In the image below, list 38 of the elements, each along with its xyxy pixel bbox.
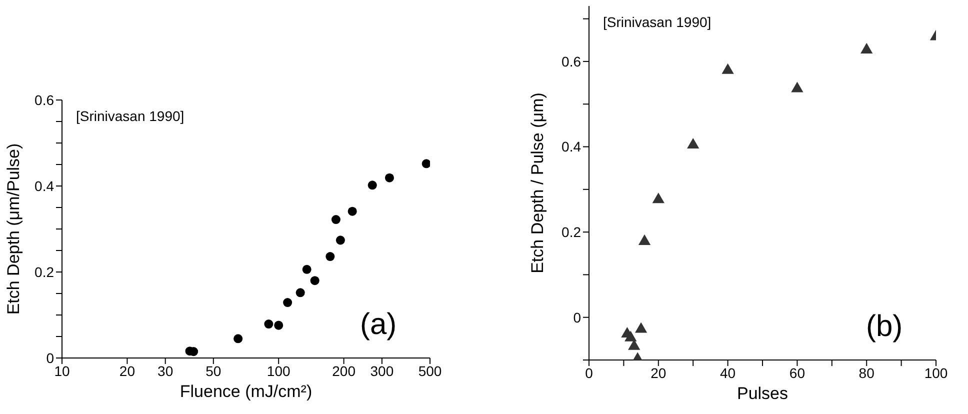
- x-axis-title: Fluence (mJ/cm²): [180, 382, 312, 402]
- y-axis-title: Etch Depth / Pulse (μm): [528, 92, 548, 274]
- y-tick-label: 0.2: [562, 224, 582, 240]
- x-tick-label: 10: [54, 362, 70, 379]
- x-tick-label: 80: [858, 364, 875, 381]
- x-tick-label: 40: [720, 364, 736, 381]
- x-tick-label: 500: [418, 362, 442, 379]
- point: [638, 234, 651, 245]
- annotation: [Srinivasan 1990]: [603, 14, 712, 30]
- y-tick-label: 0.4: [34, 178, 54, 194]
- x-tick-label: 0: [585, 364, 594, 381]
- y-tick-label: 0: [46, 350, 54, 366]
- point: [652, 192, 664, 204]
- point: [624, 330, 637, 342]
- x-tick-label: 100: [266, 362, 290, 379]
- point: [860, 42, 873, 54]
- y-tick-label: 0.4: [562, 138, 582, 155]
- x-tick-label: 50: [206, 362, 222, 379]
- y-tick-label: 0: [573, 309, 582, 326]
- x-tick-label: 200: [332, 362, 356, 379]
- y-tick-label: 0.6: [562, 53, 582, 70]
- annotation: [Srinivasan 1990]: [76, 108, 184, 124]
- point: [634, 322, 648, 333]
- y-axis-title: Etch Depth (μm/Pulse): [4, 143, 24, 315]
- x-tick-label: 20: [119, 362, 136, 379]
- x-tick-label: 20: [650, 364, 666, 381]
- annotation: (a): [360, 308, 397, 342]
- x-tick-label: 30: [158, 362, 174, 379]
- x-tick-label: 300: [370, 362, 394, 379]
- y-tick-label: 0.6: [34, 92, 54, 108]
- annotation: (b): [866, 310, 903, 344]
- x-tick-label: 60: [789, 364, 806, 381]
- y-tick-label: 0.2: [34, 264, 54, 280]
- x-tick-label: 100: [924, 364, 948, 381]
- point: [791, 82, 804, 92]
- x-axis-title: Pulses: [736, 384, 788, 404]
- point: [722, 63, 734, 74]
- point: [687, 138, 700, 149]
